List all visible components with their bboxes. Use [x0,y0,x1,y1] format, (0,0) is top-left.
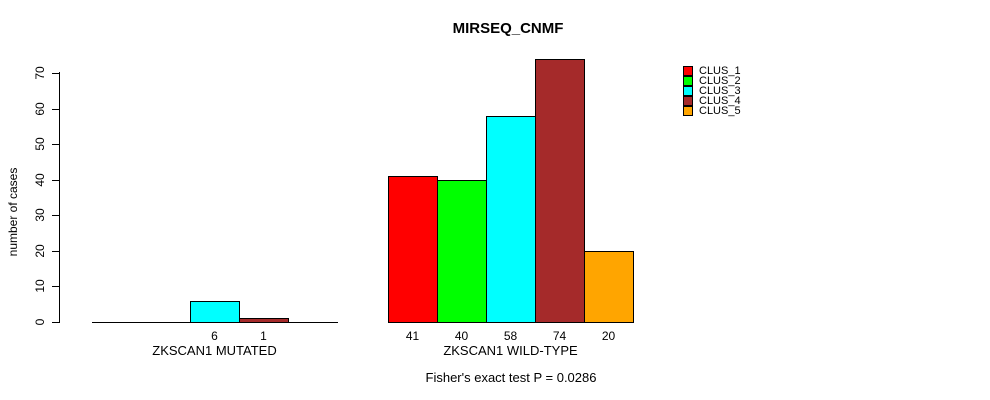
legend-item-label: CLUS_1 [699,65,741,77]
y-tick-mark [52,250,59,252]
legend-color-swatch [683,76,693,86]
y-tick-mark [52,73,59,74]
legend: CLUS_1 CLUS_2 CLUS_3 CLUS_4 CLUS_5 [683,65,741,117]
y-tick-label: 70 [33,66,47,80]
y-tick-mark [52,322,59,323]
bar-value-label: 74 [552,329,567,343]
y-axis-line [59,72,60,323]
fisher-test-annotation: Fisher's exact test P = 0.0286 [425,370,597,385]
legend-item-label: CLUS_2 [699,75,741,87]
bar-value-label: 58 [503,329,518,343]
chart-title: MIRSEQ_CNMF [452,20,564,37]
y-tick-label: 30 [33,208,47,222]
group-label: ZKSCAN1 WILD-TYPE [443,343,578,358]
bar-CLUS_3 [486,115,536,323]
legend-color-swatch [683,106,693,116]
y-tick-mark [52,144,59,146]
bar-CLUS_4 [239,318,289,323]
bar-value-label: 1 [260,329,267,343]
y-tick-label: 60 [33,101,47,116]
y-tick-mark [52,286,59,288]
bar-CLUS_5 [584,250,634,323]
y-tick-mark [52,108,59,110]
bar-CLUS_2 [437,179,487,323]
legend-item: CLUS_5 [683,105,741,117]
bar-value-label: 20 [601,329,616,343]
y-tick-mark [52,215,59,217]
legend-item-label: CLUS_3 [699,85,741,97]
bar-CLUS_4 [535,58,585,323]
bar-value-label: 40 [454,329,469,343]
legend-color-swatch [683,86,693,96]
legend-item: CLUS_4 [683,95,741,107]
legend-item-label: CLUS_4 [699,95,741,107]
group-label: ZKSCAN1 MUTATED [152,343,277,358]
legend-item-label: CLUS_5 [699,105,741,117]
legend-color-swatch [683,66,693,76]
y-tick-mark [52,179,59,181]
legend-item: CLUS_2 [683,75,741,87]
y-tick-label: 50 [33,137,47,151]
y-axis-label: number of cases [6,167,20,257]
y-tick-label: 40 [33,173,47,187]
y-tick-label: 20 [33,244,47,258]
bar-value-label: 6 [211,329,218,343]
y-tick-label: 0 [33,318,47,326]
legend-item: CLUS_1 [683,65,741,77]
bar-value-label: 41 [405,329,420,343]
legend-item: CLUS_3 [683,85,741,97]
bar-CLUS_3 [190,300,240,323]
legend-color-swatch [683,96,693,106]
y-tick-label: 10 [33,279,47,294]
bar-CLUS_1 [388,176,438,323]
